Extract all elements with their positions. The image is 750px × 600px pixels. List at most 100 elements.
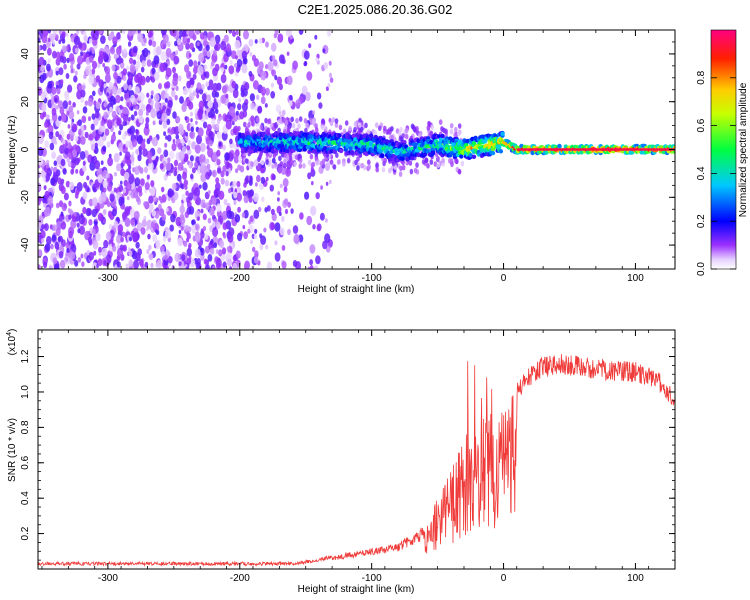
heatmap-cell [238, 98, 242, 103]
heatmap-cell [91, 262, 98, 269]
heatmap-cell [449, 128, 454, 135]
colorbar-tick-label: 0.0 [696, 262, 707, 276]
heatmap-cell [440, 126, 444, 132]
heatmap-cell [128, 259, 133, 267]
heatmap-cell [232, 254, 237, 262]
heatmap-cell [242, 225, 246, 230]
heatmap-cell [155, 229, 158, 234]
heatmap-cell [436, 162, 441, 168]
heatmap-cell [390, 126, 394, 132]
heatmap-cell [113, 220, 119, 228]
heatmap-cell [258, 154, 262, 161]
heatmap-cell [54, 97, 58, 103]
heatmap-cell [52, 40, 55, 45]
heatmap-cell [309, 153, 314, 160]
heatmap-cell [237, 164, 242, 171]
heatmap-cell [588, 148, 592, 151]
heatmap-cell [277, 143, 282, 149]
heatmap-cell [92, 186, 97, 193]
heatmap-cell [380, 153, 385, 158]
heatmap-cell [48, 131, 54, 140]
heatmap-cell [264, 117, 268, 124]
heatmap-cell [120, 61, 125, 69]
heatmap-cell [646, 148, 650, 151]
heatmap-cell [277, 167, 282, 174]
heatmap-cell [72, 102, 76, 108]
heatmap-cell [117, 224, 124, 234]
heatmap-cell [126, 196, 130, 201]
heatmap-cell [179, 180, 182, 185]
heatmap-cell [232, 88, 239, 99]
heatmap-cell [274, 222, 281, 232]
heatmap-cell [216, 149, 221, 157]
heatmap-cell [104, 128, 110, 136]
heatmap-cell [243, 231, 249, 240]
heatmap-cell [136, 54, 140, 60]
heatmap-cell [196, 258, 201, 266]
heatmap-cell [127, 247, 131, 253]
heatmap-cell [282, 178, 289, 188]
heatmap-cell [228, 65, 235, 75]
heatmap-cell [93, 117, 99, 126]
heatmap-cell [336, 159, 341, 165]
heatmap-cell [53, 171, 57, 177]
heatmap-cell [184, 134, 189, 141]
heatmap-cell [207, 99, 213, 109]
heatmap-cell [274, 163, 278, 169]
heatmap-cell [175, 85, 179, 92]
heatmap-cell [77, 228, 81, 234]
heatmap-cell [144, 182, 150, 191]
heatmap-cell [234, 188, 237, 193]
heatmap-cell [298, 116, 303, 122]
heatmap-cell [126, 65, 129, 71]
heatmap-cell [91, 113, 96, 120]
heatmap-cell [213, 242, 217, 249]
heatmap-cell [157, 147, 162, 155]
heatmap-cell [97, 212, 104, 222]
heatmap-cell [194, 144, 201, 154]
heatmap-cell [180, 225, 184, 231]
heatmap-cell [245, 131, 250, 136]
heatmap-cell [84, 100, 89, 106]
heatmap-cell [120, 113, 124, 119]
heatmap-cell [89, 161, 96, 171]
snr-frame [37, 329, 676, 570]
heatmap-cell [131, 161, 135, 166]
heatmap-cell [68, 214, 72, 220]
heatmap-cell [55, 169, 61, 177]
heatmap-cell [430, 124, 435, 130]
heatmap-cell [342, 161, 346, 167]
colorbar: 0.0 0.2 0.4 0.6 0.8 Normalized spectral ampl… [696, 29, 749, 276]
heatmap-cell [91, 208, 98, 218]
heatmap-cell [429, 159, 434, 165]
heatmap-cell [622, 148, 626, 151]
heatmap-cell [127, 71, 131, 77]
heatmap-cell [164, 88, 168, 93]
heatmap-cell [334, 118, 339, 124]
heatmap-cell [212, 49, 217, 57]
heatmap-cell [80, 97, 84, 103]
heatmap-cell [143, 166, 149, 174]
heatmap-cell [44, 121, 48, 128]
heatmap-cell [315, 57, 319, 63]
heatmap-cell [192, 34, 197, 41]
heatmap-cell [564, 148, 568, 151]
heatmap-cell [283, 186, 288, 193]
heatmap-cell [284, 208, 289, 215]
heatmap-cell [624, 148, 629, 151]
heatmap-cell [185, 131, 189, 137]
heatmap-cell [353, 126, 357, 133]
heatmap-cell [148, 97, 152, 104]
heatmap-cell [106, 183, 113, 192]
heatmap-cell [270, 222, 276, 230]
heatmap-cell [206, 124, 212, 132]
heatmap-cell [281, 109, 286, 116]
heatmap-cell [215, 182, 221, 192]
heatmap-cell [83, 181, 88, 189]
heatmap-cell [110, 46, 114, 53]
heatmap-cell [169, 128, 174, 135]
heatmap-cell [606, 148, 610, 151]
heatmap-cell [192, 73, 197, 80]
heatmap-cell [146, 104, 150, 110]
